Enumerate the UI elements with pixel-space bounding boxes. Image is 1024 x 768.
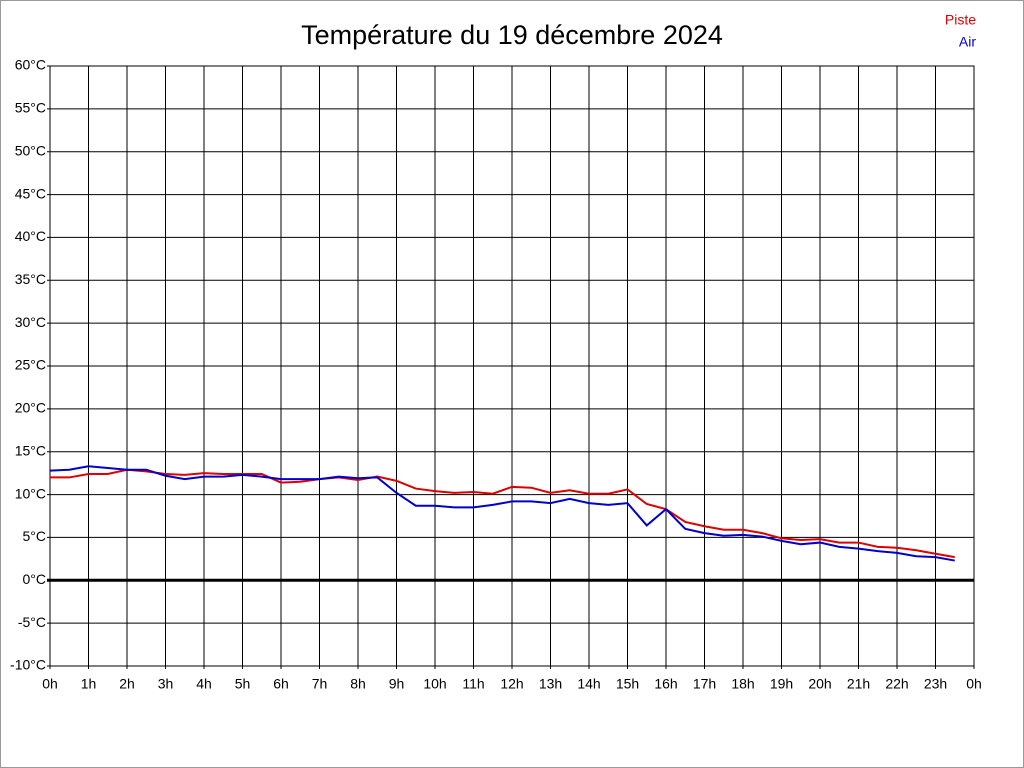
y-tick-label: 25°C — [15, 357, 46, 373]
x-tick-label: 19h — [770, 676, 793, 692]
x-tick-label: 22h — [885, 676, 908, 692]
plot-border — [49, 65, 975, 667]
x-tick-label: 6h — [273, 676, 289, 692]
x-tick-label: 21h — [847, 676, 870, 692]
x-tick-label: 20h — [808, 676, 831, 692]
x-tick-label: 7h — [312, 676, 328, 692]
x-tick-label: 11h — [462, 676, 484, 692]
x-tick-label: 18h — [731, 676, 754, 692]
x-tick-label: 23h — [924, 676, 947, 692]
y-tick-label: 20°C — [15, 400, 46, 416]
x-tick-label: 3h — [158, 676, 174, 692]
x-tick-label: 17h — [693, 676, 716, 692]
x-tick-label: 14h — [577, 676, 600, 692]
y-tick-label: 35°C — [15, 271, 46, 287]
chart-title: Température du 19 décembre 2024 — [301, 20, 723, 50]
x-tick-label: 13h — [539, 676, 562, 692]
x-tick-label: 0h — [966, 676, 982, 692]
y-tick-label: 55°C — [15, 100, 46, 116]
x-tick-label: 15h — [616, 676, 639, 692]
y-tick-label: 60°C — [15, 57, 46, 73]
y-tick-label: -10°C — [10, 657, 46, 673]
x-tick-label: 0h — [42, 676, 58, 692]
y-tick-label: 30°C — [15, 314, 46, 330]
x-tick-label: 9h — [389, 676, 405, 692]
y-tick-label: 0°C — [23, 571, 47, 587]
y-tick-label: 45°C — [15, 185, 46, 201]
y-tick-label: -5°C — [18, 614, 46, 630]
x-tick-label: 8h — [350, 676, 366, 692]
y-tick-label: 50°C — [15, 142, 46, 158]
x-tick-label: 12h — [500, 676, 523, 692]
y-tick-label: 15°C — [15, 442, 46, 458]
y-tick-label: 10°C — [15, 485, 46, 501]
y-tick-label: 5°C — [23, 528, 47, 544]
x-tick-label: 10h — [423, 676, 446, 692]
series-line — [49, 465, 955, 562]
series-line — [50, 468, 955, 559]
x-tick-label: 5h — [235, 676, 251, 692]
x-tick-label: 4h — [196, 676, 212, 692]
x-tick-label: 2h — [119, 676, 135, 692]
legend-label: Piste — [945, 12, 976, 28]
legend-label: Air — [959, 34, 976, 50]
x-tick-label: 16h — [654, 676, 677, 692]
x-tick-label: 1h — [81, 676, 97, 692]
y-tick-label: 40°C — [15, 228, 46, 244]
